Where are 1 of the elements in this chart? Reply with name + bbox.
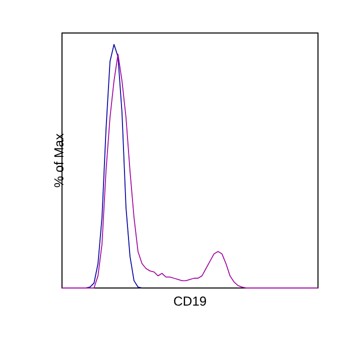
x-axis-title: CD19 xyxy=(174,296,206,306)
